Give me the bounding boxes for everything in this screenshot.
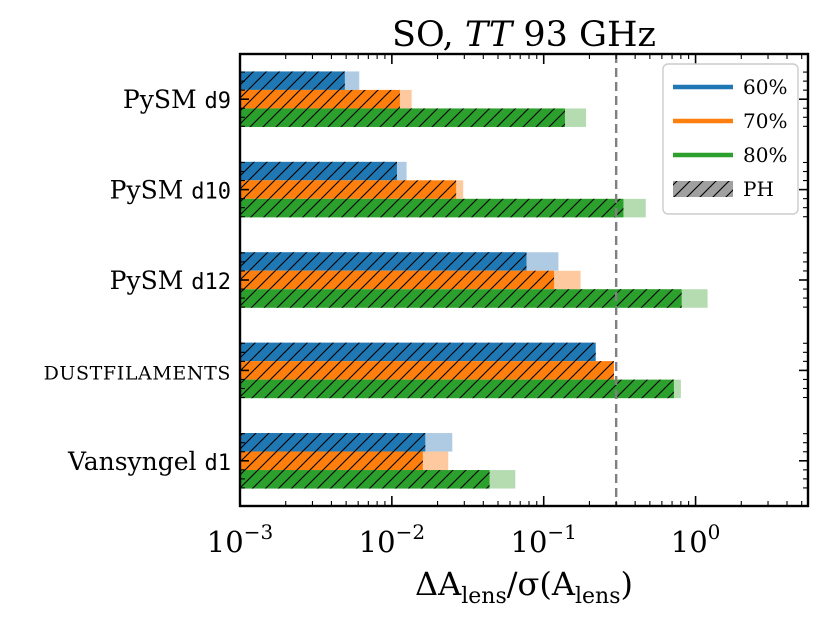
- legend-box: [662, 63, 799, 215]
- bar-ph-hatch-4-2: [240, 470, 490, 489]
- legend-swatch-hatch-3: [673, 181, 733, 197]
- bar-ph-hatch-1-1: [240, 180, 457, 199]
- legend-label-1: 70%: [743, 109, 787, 133]
- legend: 60% 70% 80% PH: [662, 63, 799, 215]
- bar-ph-hatch-3-1: [240, 361, 614, 380]
- legend-label-3: PH: [743, 177, 774, 201]
- bars-group: [240, 71, 708, 489]
- x-axis-label: ΔAlens/σ(Alens): [415, 565, 633, 609]
- bar-ph-hatch-3-2: [240, 379, 674, 399]
- title-suffix: 93 GHz: [512, 15, 656, 55]
- x-tick-label-0: 10−3: [207, 520, 273, 559]
- y-tick-label-0: PySM d9: [123, 85, 231, 114]
- bar-ph-hatch-0-1: [240, 89, 400, 109]
- bar-ph-hatch-3-0: [240, 342, 596, 362]
- bar-ph-hatch-0-0: [240, 71, 345, 90]
- plot-frame: [238, 52, 810, 508]
- y-tick-label-3: DUSTFILAMENTS: [44, 362, 231, 384]
- xlabel-close: ): [620, 565, 632, 603]
- y-tick-label-2: PySM d12: [110, 266, 231, 295]
- bar-ph-hatch-2-2: [240, 289, 682, 308]
- bar-ph-hatch-0-2: [240, 108, 565, 127]
- y-tick-label-4: Vansyngel d1: [67, 447, 231, 476]
- title-prefix: SO,: [392, 15, 465, 55]
- bar-ph-hatch-2-0: [240, 252, 527, 271]
- bar-ph-hatch-1-2: [240, 198, 624, 218]
- xlabel-sub1: lens: [461, 584, 507, 609]
- xlabel-delta: ΔA: [415, 565, 462, 603]
- bar-ph-hatch-1-0: [240, 161, 397, 181]
- bar-ph-hatch-4-1: [240, 451, 423, 471]
- x-tick-label-1: 10−2: [359, 520, 425, 559]
- legend-label-0: 60%: [743, 75, 787, 99]
- xlabel-middle: /σ(A: [507, 565, 576, 603]
- legend-label-2: 80%: [743, 143, 787, 167]
- xlabel-sub2: lens: [575, 584, 621, 609]
- chart-title: SO, TT 93 GHz: [392, 15, 656, 55]
- title-italic: TT: [465, 15, 515, 55]
- y-tick-label-1: PySM d10: [110, 176, 231, 205]
- bar-ph-hatch-4-0: [240, 433, 426, 452]
- bar-ph-hatch-2-1: [240, 270, 555, 290]
- x-tick-label-3: 100: [671, 520, 721, 559]
- x-ticks: 10−3 10−2 10−1 100: [207, 54, 803, 559]
- x-tick-label-2: 10−1: [511, 520, 577, 559]
